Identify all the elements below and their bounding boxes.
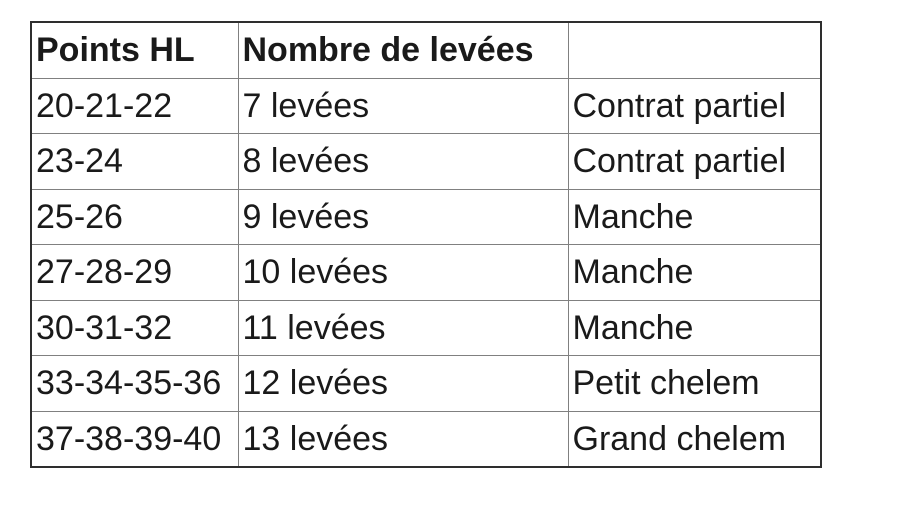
cell-points: 37-38-39-40 bbox=[30, 410, 239, 468]
table-row: 25-26 9 levées Manche bbox=[30, 188, 822, 245]
cell-points: 27-28-29 bbox=[30, 244, 239, 301]
table-row: 20-21-22 7 levées Contrat partiel bbox=[30, 77, 822, 134]
cell-levees: 13 levées bbox=[237, 410, 569, 468]
cell-contrat: Manche bbox=[567, 244, 822, 301]
table-body: 20-21-22 7 levées Contrat partiel 23-24 … bbox=[30, 77, 822, 468]
table-row: 27-28-29 10 levées Manche bbox=[30, 244, 822, 301]
cell-points: 33-34-35-36 bbox=[30, 355, 239, 412]
table-row: 33-34-35-36 12 levées Petit chelem bbox=[30, 355, 822, 412]
cell-points: 23-24 bbox=[30, 133, 239, 190]
cell-contrat: Grand chelem bbox=[567, 410, 822, 468]
table-header: Points HL Nombre de levées bbox=[30, 21, 822, 79]
cell-points: 20-21-22 bbox=[30, 77, 239, 134]
cell-contrat: Manche bbox=[567, 299, 822, 356]
header-empty bbox=[567, 21, 822, 79]
cell-levees: 10 levées bbox=[237, 244, 569, 301]
cell-levees: 11 levées bbox=[237, 299, 569, 356]
cell-contrat: Contrat partiel bbox=[567, 77, 822, 134]
header-points-hl: Points HL bbox=[30, 21, 239, 79]
points-table: Points HL Nombre de levées 20-21-22 7 le… bbox=[30, 21, 822, 468]
header-row: Points HL Nombre de levées bbox=[30, 21, 822, 79]
cell-contrat: Contrat partiel bbox=[567, 133, 822, 190]
cell-points: 25-26 bbox=[30, 188, 239, 245]
cell-levees: 9 levées bbox=[237, 188, 569, 245]
table-row: 30-31-32 11 levées Manche bbox=[30, 299, 822, 356]
cell-levees: 8 levées bbox=[237, 133, 569, 190]
cell-levees: 12 levées bbox=[237, 355, 569, 412]
cell-points: 30-31-32 bbox=[30, 299, 239, 356]
cell-levees: 7 levées bbox=[237, 77, 569, 134]
cell-contrat: Petit chelem bbox=[567, 355, 822, 412]
header-nombre-de-levees: Nombre de levées bbox=[237, 21, 569, 79]
table-row: 23-24 8 levées Contrat partiel bbox=[30, 133, 822, 190]
cell-contrat: Manche bbox=[567, 188, 822, 245]
table-row: 37-38-39-40 13 levées Grand chelem bbox=[30, 410, 822, 468]
